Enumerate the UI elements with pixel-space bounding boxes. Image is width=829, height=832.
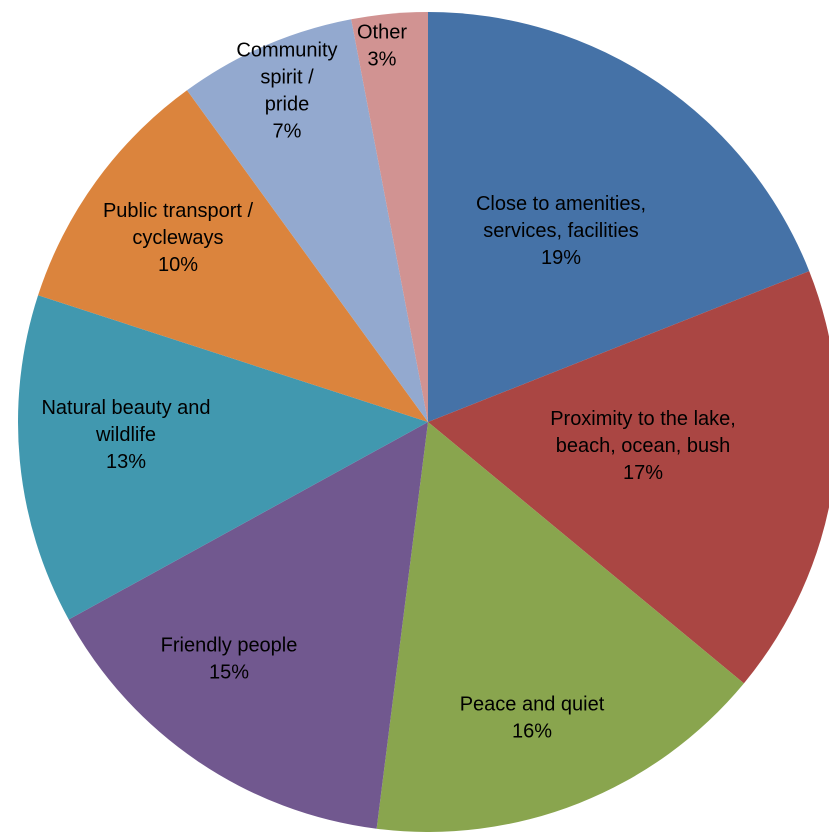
- slice-name-line: wildlife: [95, 424, 156, 446]
- slice-name-line: beach, ocean, bush: [556, 435, 731, 457]
- slice-percent-label: 16%: [512, 721, 552, 743]
- slice-name-line: Peace and quiet: [460, 694, 605, 716]
- slice-label-1: Close to amenities, services, facilities 1…: [476, 193, 646, 269]
- slice-label-3: Peace and quiet 16%: [460, 694, 605, 743]
- pie-slice-6: [38, 90, 428, 423]
- slice-percent-label: 3%: [368, 49, 397, 71]
- slice-label-2: Proximity to the lake, beach, ocean, bush…: [550, 408, 736, 484]
- slice-name-line: Natural beauty and: [41, 397, 210, 419]
- pie-slice-1: [428, 12, 810, 422]
- slice-label-8: Other 3%: [357, 22, 407, 71]
- slice-percent-label: 19%: [541, 247, 581, 269]
- slice-name-line: Community: [236, 40, 337, 62]
- slice-name-line: cycleways: [132, 227, 223, 249]
- pie-slice-7: [187, 19, 428, 422]
- pie-slice-5: [17, 295, 428, 620]
- slice-label-5: Natural beauty and wildlife 13%: [41, 397, 210, 473]
- slice-name-line: Other: [357, 22, 407, 44]
- slice-name-line: pride: [265, 94, 309, 116]
- pie-slice-8: [351, 12, 428, 422]
- slice-name-line: spirit /: [260, 67, 314, 89]
- slice-percent-label: 7%: [273, 121, 302, 143]
- slice-percent-label: 13%: [106, 451, 146, 473]
- slice-percent-label: 10%: [158, 254, 198, 276]
- pie-labels: Close to amenities, services, facilities 1…: [41, 22, 735, 743]
- slice-name-line: Close to amenities,: [476, 193, 646, 215]
- pie-slice-3: [376, 422, 744, 832]
- slice-percent-label: 17%: [623, 462, 663, 484]
- slice-label-6: Public transport / cycleways 10%: [103, 200, 254, 276]
- slice-name-line: Public transport /: [103, 200, 254, 222]
- pie-slices: [17, 12, 829, 832]
- slice-label-4: Friendly people 15%: [161, 635, 298, 684]
- slice-label-7: Community spirit / pride 7%: [236, 40, 337, 143]
- slice-name-line: services, facilities: [483, 220, 639, 242]
- slice-name-line: Friendly people: [161, 635, 298, 657]
- pie-slice-4: [68, 422, 429, 829]
- slice-percent-label: 15%: [209, 662, 249, 684]
- pie-slice-2: [428, 271, 829, 684]
- slice-name-line: Proximity to the lake,: [550, 408, 736, 430]
